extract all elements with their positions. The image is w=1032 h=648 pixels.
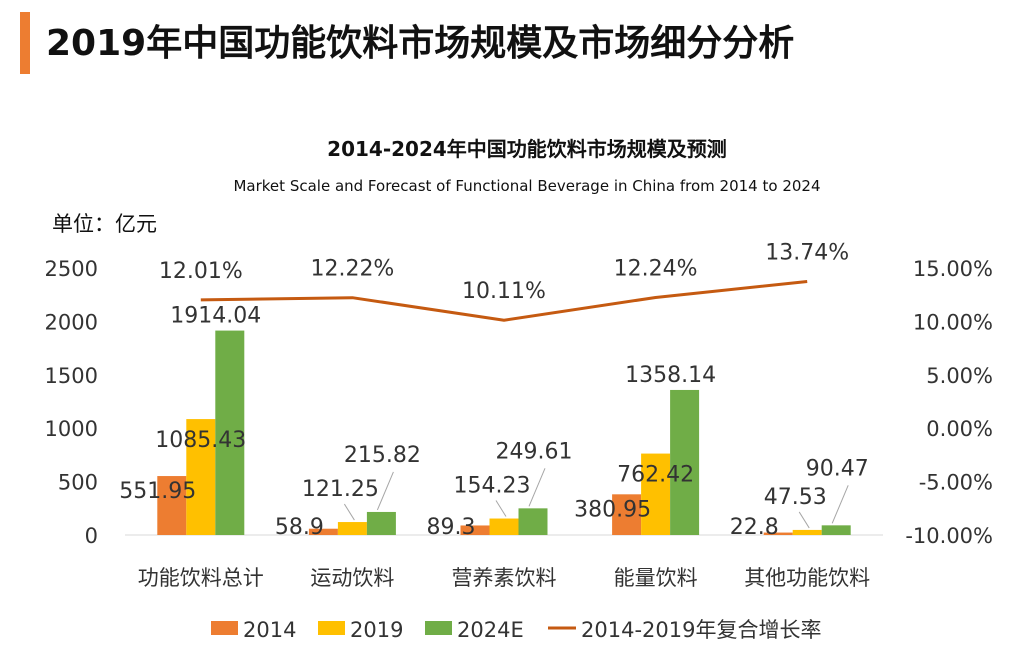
left-axis-tick-label: 0: [85, 524, 98, 548]
bar-value-label: 1085.43: [155, 428, 246, 453]
bar-2019-4: [792, 529, 822, 535]
bar-2014-2: [460, 525, 490, 535]
growth-rate-label: 12.01%: [159, 259, 243, 284]
label-leader-line: [798, 511, 810, 529]
bar-2014-1: [308, 528, 338, 535]
bar-2024E-3: [670, 389, 700, 535]
category-label: 功能饮料总计: [138, 566, 264, 590]
right-axis-tick-label: -5.00%: [919, 471, 993, 495]
growth-rate-label: 13.74%: [765, 240, 849, 265]
bar-2014-4: [763, 532, 793, 535]
bar-value-label: 1914.04: [170, 304, 261, 329]
bar-value-label: 215.82: [344, 443, 421, 468]
legend-label: 2019: [350, 618, 403, 642]
right-axis-tick-label: 0.00%: [926, 417, 993, 441]
growth-rate-label: 12.24%: [614, 256, 698, 281]
category-labels: 功能饮料总计 运动饮料 营养素饮料 能量饮料 其他功能饮料: [138, 566, 870, 590]
legend-label: 2014: [243, 618, 296, 642]
bar-value-label: 249.61: [496, 439, 573, 464]
left-axis-tick-label: 2500: [45, 257, 98, 281]
category-label: 营养素饮料: [452, 566, 557, 590]
legend-swatch-2024E: [425, 621, 452, 635]
bar-value-label: 47.53: [764, 485, 827, 510]
bar-2019-3: [641, 453, 671, 535]
label-leader-line: [528, 468, 546, 507]
right-axis-tick-label: -10.00%: [905, 524, 993, 548]
bar-value-label: 380.95: [574, 497, 651, 522]
legend: 2014 2019 2024E 2014-2019年复合增长率: [211, 618, 821, 642]
chart-title: 2014-2024年中国功能饮料市场规模及预测: [327, 137, 727, 161]
bar-value-label: 121.25: [302, 477, 379, 502]
label-leader-line: [376, 471, 394, 511]
bar-2019-1: [337, 522, 367, 535]
right-axis: 15.00% 10.00% 5.00% 0.00% -5.00% -10.00%: [905, 257, 993, 548]
bar-2024E-2: [518, 508, 548, 535]
label-leader-line: [343, 503, 355, 521]
growth-line-group: 12.01% 12.22% 10.11% 12.24% 13.74%: [159, 240, 849, 322]
bar-value-label: 90.47: [806, 456, 869, 481]
right-axis-tick-label: 15.00%: [913, 257, 993, 281]
category-label: 能量饮料: [614, 566, 698, 590]
legend-swatch-2019: [318, 621, 345, 635]
bar-2024E-0: [215, 330, 245, 535]
category-label: 运动饮料: [310, 566, 394, 590]
growth-rate-label: 12.22%: [310, 257, 394, 282]
bar-value-label: 1358.14: [625, 363, 716, 388]
left-axis: 2500 2000 1500 1000 500 0: [45, 257, 98, 548]
label-leader-line: [495, 500, 507, 517]
title-accent-bar: [20, 12, 30, 74]
bar-value-label: 89.3: [427, 515, 476, 540]
bar-value-label: 551.95: [119, 479, 196, 504]
bar-2024E-4: [821, 525, 851, 535]
left-axis-tick-label: 1000: [45, 417, 98, 441]
legend-swatch-2014: [211, 621, 238, 635]
legend-label: 2024E: [457, 618, 524, 642]
bar-value-label: 154.23: [454, 474, 531, 499]
left-axis-tick-label: 2000: [45, 310, 98, 334]
bar-2019-2: [489, 518, 519, 535]
growth-rate-line: [200, 279, 808, 322]
bar-2019-0: [186, 419, 216, 535]
bar-value-label: 762.42: [617, 463, 694, 488]
bar-value-label: 58.9: [275, 515, 324, 540]
label-leader-line: [831, 485, 849, 524]
left-axis-tick-label: 500: [58, 471, 98, 495]
bars-group: [157, 330, 851, 535]
bar-value-label: 22.8: [730, 515, 779, 540]
chart-subtitle: Market Scale and Forecast of Functional …: [233, 177, 820, 195]
legend-label: 2014-2019年复合增长率: [581, 618, 821, 642]
category-label: 其他功能饮料: [744, 566, 870, 590]
unit-label: 单位：亿元: [52, 212, 157, 236]
bar-labels-group: 551.95 1085.43 1914.04 58.9 121.25 215.82 89.3…: [119, 304, 868, 540]
left-axis-tick-label: 1500: [45, 364, 98, 388]
growth-rate-label: 10.11%: [462, 279, 546, 304]
bar-2014-3: [612, 494, 642, 535]
bar-2014-0: [157, 476, 187, 535]
page-title: 2019年中国功能饮料市场规模及市场细分分析: [46, 23, 795, 64]
right-axis-tick-label: 10.00%: [913, 310, 993, 334]
right-axis-tick-label: 5.00%: [926, 364, 993, 388]
bar-2024E-1: [366, 511, 396, 535]
